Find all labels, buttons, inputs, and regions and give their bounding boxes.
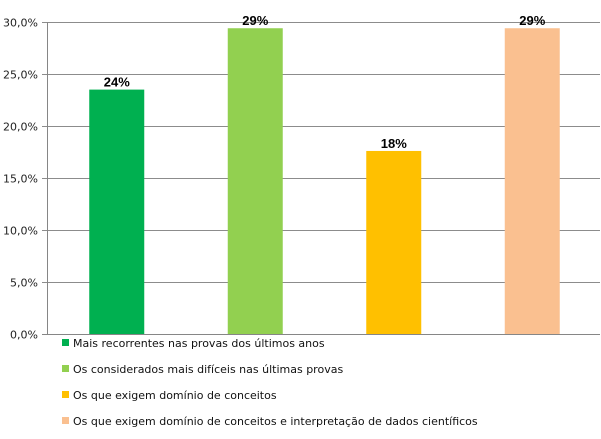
bar-2 [227,28,283,335]
y-tick-label: 5,0% [10,277,38,290]
legend-label: Os que exigem domínio de conceitos e int… [73,415,478,428]
y-tick-label: 10,0% [3,225,38,238]
data-label: 29% [242,13,268,28]
legend-label: Os que exigem domínio de conceitos [73,389,277,402]
bar-1 [89,89,145,334]
legend-swatch [62,365,69,372]
legend-swatch [62,417,69,424]
data-label: 29% [519,13,545,28]
legend-swatch [62,339,69,346]
data-label: 24% [104,75,130,90]
legend-label: Os considerados mais difíceis nas última… [73,363,343,376]
y-tick-label: 0,0% [10,329,38,342]
y-tick-label: 30,0% [3,17,38,30]
data-label: 18% [381,136,407,151]
legend-swatch [62,391,69,398]
legend-label: Mais recorrentes nas provas dos últimos … [73,337,325,350]
bar-3 [366,150,422,334]
y-tick-label: 15,0% [3,173,38,186]
y-tick-label: 20,0% [3,121,38,134]
y-tick-label: 25,0% [3,69,38,82]
bar-4 [504,28,560,335]
